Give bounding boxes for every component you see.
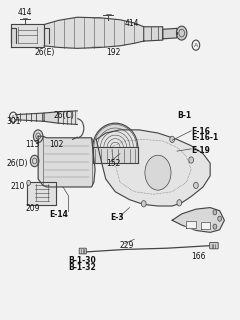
Polygon shape — [186, 221, 196, 228]
Polygon shape — [93, 123, 138, 147]
Text: 113: 113 — [25, 140, 40, 149]
Text: E-14: E-14 — [49, 210, 68, 219]
Circle shape — [213, 224, 217, 229]
Circle shape — [218, 216, 222, 221]
Text: 152: 152 — [106, 159, 120, 168]
FancyBboxPatch shape — [79, 248, 86, 254]
Text: A: A — [194, 43, 198, 48]
Polygon shape — [163, 28, 177, 39]
Circle shape — [177, 200, 182, 206]
Text: 26(D): 26(D) — [6, 159, 28, 168]
Circle shape — [141, 201, 146, 207]
Text: B-1: B-1 — [177, 111, 191, 120]
Text: 229: 229 — [120, 241, 134, 250]
Polygon shape — [96, 130, 210, 206]
Polygon shape — [201, 222, 210, 229]
Circle shape — [176, 26, 187, 40]
Polygon shape — [44, 112, 58, 123]
Text: 301: 301 — [6, 117, 21, 126]
Text: 210: 210 — [11, 181, 25, 190]
Circle shape — [170, 136, 174, 142]
Polygon shape — [93, 147, 138, 163]
Text: B-1-32: B-1-32 — [68, 263, 96, 272]
Circle shape — [145, 155, 171, 190]
Text: B-1-30: B-1-30 — [68, 256, 96, 265]
Circle shape — [27, 180, 30, 185]
Circle shape — [193, 182, 198, 188]
Polygon shape — [44, 17, 144, 48]
Text: 414: 414 — [18, 8, 32, 17]
Text: E-3: E-3 — [110, 213, 124, 222]
Text: E-19: E-19 — [191, 146, 210, 155]
Polygon shape — [144, 27, 163, 41]
Text: E-16-1: E-16-1 — [191, 133, 218, 142]
Polygon shape — [58, 111, 77, 124]
Text: 209: 209 — [25, 204, 40, 213]
Polygon shape — [11, 28, 16, 43]
Polygon shape — [28, 182, 56, 205]
Text: 414: 414 — [125, 19, 139, 28]
Polygon shape — [38, 136, 95, 187]
Text: 192: 192 — [106, 48, 120, 57]
Text: 166: 166 — [191, 252, 206, 261]
Text: A: A — [11, 115, 15, 120]
Polygon shape — [11, 24, 44, 47]
Text: E-16: E-16 — [191, 127, 210, 136]
Circle shape — [189, 157, 193, 163]
Polygon shape — [172, 208, 224, 232]
Circle shape — [30, 155, 39, 167]
Circle shape — [33, 130, 43, 142]
Polygon shape — [16, 113, 44, 121]
Text: 26(E): 26(E) — [35, 48, 55, 57]
FancyBboxPatch shape — [210, 243, 218, 249]
Circle shape — [213, 210, 217, 215]
Text: 102: 102 — [49, 140, 63, 149]
Text: 26(C): 26(C) — [54, 111, 74, 120]
